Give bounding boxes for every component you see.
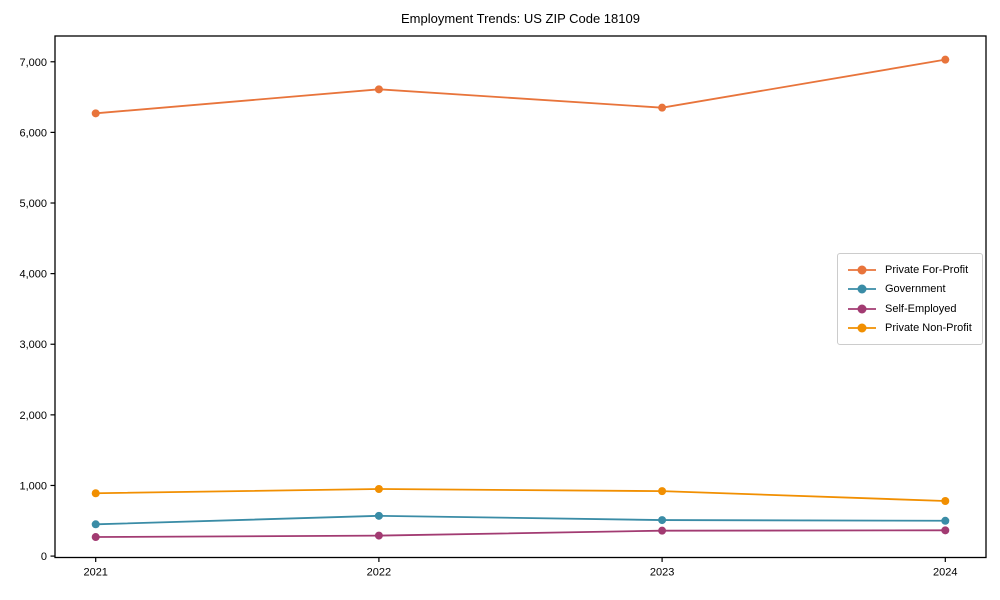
data-point [91,489,100,498]
data-point [374,485,383,494]
legend-label: Government [885,283,946,296]
data-point [941,497,950,506]
data-point [91,109,100,118]
data-point [374,531,383,540]
series-line-government [95,514,946,526]
y-tick-label: 2,000 [19,410,47,422]
series-line-self-employed [95,529,946,538]
series-line-private-for-profit [95,58,946,115]
series-line-private-non-profit [95,488,946,502]
legend-line-marker-icon [848,304,876,314]
legend-line-marker-icon [848,265,876,275]
legend-label: Private For-Profit [885,263,969,276]
legend-item-private-for-profit: Private For-Profit [847,260,974,280]
x-tick-label: 2024 [933,567,957,579]
data-point [374,511,383,520]
plot-frame [54,35,987,559]
x-tick-label: 2021 [83,567,107,579]
legend-item-private-non-profit: Private Non-Profit [847,319,974,339]
x-tick-label: 2022 [367,567,391,579]
legend-label: Private Non-Profit [885,322,972,335]
legend-item-government: Government [847,280,974,300]
y-tick-label: 0 [41,551,47,563]
legend-label: Self-Employed [885,302,957,315]
legend-line-marker-icon [848,284,876,294]
data-point [941,516,950,525]
y-tick-label: 1,000 [19,480,47,492]
data-point [658,487,667,496]
legend-line-marker-icon [848,323,876,333]
data-point [374,85,383,94]
y-tick-label: 3,000 [19,339,47,351]
data-point [941,526,950,535]
data-point [658,526,667,535]
y-tick-label: 5,000 [19,198,47,210]
chart-title: Employment Trends: US ZIP Code 18109 [401,11,640,26]
y-tick-label: 7,000 [19,57,47,69]
data-point [941,55,950,64]
legend: Private For-Profit Government Self-Emplo… [837,253,983,345]
legend-item-self-employed: Self-Employed [847,299,974,319]
data-point [658,103,667,112]
x-tick-label: 2023 [650,567,674,579]
data-point [91,533,100,542]
data-point [91,520,100,529]
data-point [658,516,667,525]
y-tick-label: 4,000 [19,269,47,281]
y-tick-label: 6,000 [19,127,47,139]
